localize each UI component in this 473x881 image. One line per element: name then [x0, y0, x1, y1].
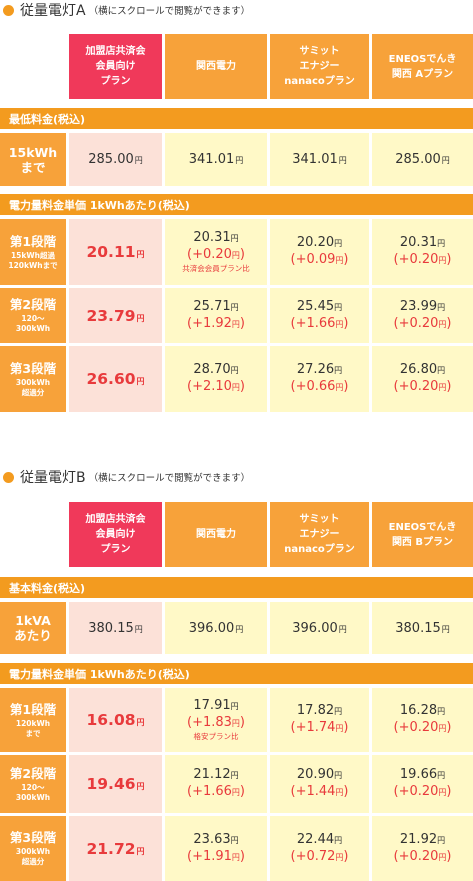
base-fee-member: 285.00円: [69, 133, 162, 186]
tier-kansai-price: 25.71円 (+1.92円): [165, 288, 267, 343]
tier-summit-price: 25.45円 (+1.66円): [270, 288, 369, 343]
tier-eneos-price: 21.92円 (+0.20円): [372, 816, 473, 881]
section-b: 従量電灯B （横にスクロールで閲覧ができます） 加盟店共済会 会員向け プラン …: [0, 467, 473, 881]
tier-row-1: 第1段階 120kWh まで 16.08円 17.91円 (+1.83円) 格安プラン…: [0, 688, 473, 752]
tier-label: 第1段階 15kWh超過 120kWhまで: [0, 219, 66, 285]
section-a: 従量電灯A （横にスクロールで閲覧ができます） 加盟店共済会 会員向け プラン …: [0, 0, 473, 420]
section-a-title: 従量電灯A （横にスクロールで閲覧ができます）: [3, 0, 250, 20]
tier-kansai-price: 23.63円 (+1.91円): [165, 816, 267, 881]
unit-price-bar: 電力量料金単価 1kWhあたり(税込): [0, 663, 473, 684]
base-fee-row: 1kVA あたり 380.15円 396.00円 396.00円 380.15円: [0, 602, 473, 654]
tier-row-1: 第1段階 15kWh超過 120kWhまで 20.11円 20.31円 (+0.20…: [0, 219, 473, 285]
tier-kansai-price: 28.70円 (+2.10円): [165, 346, 267, 412]
header-summit-energy: サミット エナジー nanacoプラン: [270, 502, 369, 567]
tier-label: 第2段階 120～ 300kWh: [0, 755, 66, 813]
tier-summit-price: 27.26円 (+0.66円): [270, 346, 369, 412]
base-fee-eneos: 285.00円: [372, 133, 473, 186]
base-fee-summit: 396.00円: [270, 602, 369, 654]
tier-eneos-price: 16.28円 (+0.20円): [372, 688, 473, 752]
tier-label: 第3段階 300kWh 超過分: [0, 816, 66, 881]
base-fee-kansai: 396.00円: [165, 602, 267, 654]
section-b-title: 従量電灯B （横にスクロールで閲覧ができます）: [3, 467, 250, 487]
tier-row-3: 第3段階 300kWh 超過分 21.72円 23.63円 (+1.91円) 22.…: [0, 816, 473, 881]
tier-summit-price: 22.44円 (+0.72円): [270, 816, 369, 881]
tier-row-2: 第2段階 120～ 300kWh 23.79円 25.71円 (+1.92円) 25…: [0, 288, 473, 343]
tier-member-price: 20.11円: [69, 219, 162, 285]
section-title: 従量電灯A: [20, 3, 86, 19]
bullet-dot-icon: [3, 4, 14, 16]
base-fee-bar: 最低料金(税込): [0, 108, 473, 129]
row-label: 1kVA あたり: [0, 602, 66, 654]
tier-row-2: 第2段階 120～ 300kWh 19.46円 21.12円 (+1.66円) 20…: [0, 755, 473, 813]
base-fee-kansai: 341.01円: [165, 133, 267, 186]
header-kansai-electric: 関西電力: [165, 34, 267, 99]
tier-eneos-price: 20.31円 (+0.20円): [372, 219, 473, 285]
row-label: 15kWh まで: [0, 133, 66, 186]
tier-summit-price: 20.90円 (+1.44円): [270, 755, 369, 813]
scroll-note: （横にスクロールで閲覧ができます）: [88, 473, 251, 484]
header-eneos: ENEOSでんき 関西 Bプラン: [372, 502, 473, 567]
base-fee-row: 15kWh まで 285.00円 341.01円 341.01円 285.00円: [0, 133, 473, 186]
tier-eneos-price: 23.99円 (+0.20円): [372, 288, 473, 343]
tier-kansai-price: 20.31円 (+0.20円) 共済会会員プラン比: [165, 219, 267, 285]
scroll-note: （横にスクロールで閲覧ができます）: [88, 6, 251, 17]
bullet-dot-icon: [3, 471, 14, 483]
section-title: 従量電灯B: [20, 470, 86, 486]
header-member-plan: 加盟店共済会 会員向け プラン: [69, 34, 162, 99]
tier-member-price: 23.79円: [69, 288, 162, 343]
tier-member-price: 19.46円: [69, 755, 162, 813]
base-fee-member: 380.15円: [69, 602, 162, 654]
tier-member-price: 26.60円: [69, 346, 162, 412]
base-fee-eneos: 380.15円: [372, 602, 473, 654]
header-member-plan: 加盟店共済会 会員向け プラン: [69, 502, 162, 567]
tier-summit-price: 17.82円 (+1.74円): [270, 688, 369, 752]
header-summit-energy: サミット エナジー nanacoプラン: [270, 34, 369, 99]
tier-kansai-price: 21.12円 (+1.66円): [165, 755, 267, 813]
base-fee-summit: 341.01円: [270, 133, 369, 186]
header-eneos: ENEOSでんき 関西 Aプラン: [372, 34, 473, 99]
tier-row-3: 第3段階 300kWh 超過分 26.60円 28.70円 (+2.10円) 27.…: [0, 346, 473, 412]
plan-header-row: 加盟店共済会 会員向け プラン 関西電力 サミット エナジー nanacoプラン…: [0, 34, 473, 99]
tier-summit-price: 20.20円 (+0.09円): [270, 219, 369, 285]
tier-label: 第3段階 300kWh 超過分: [0, 346, 66, 412]
tier-member-price: 21.72円: [69, 816, 162, 881]
tier-eneos-price: 19.66円 (+0.20円): [372, 755, 473, 813]
tier-eneos-price: 26.80円 (+0.20円): [372, 346, 473, 412]
tier-member-price: 16.08円: [69, 688, 162, 752]
unit-price-bar: 電力量料金単価 1kWhあたり(税込): [0, 194, 473, 215]
tier-label: 第2段階 120～ 300kWh: [0, 288, 66, 343]
tier-kansai-price: 17.91円 (+1.83円) 格安プラン比: [165, 688, 267, 752]
plan-header-row: 加盟店共済会 会員向け プラン 関西電力 サミット エナジー nanacoプラン…: [0, 502, 473, 567]
base-fee-bar: 基本料金(税込): [0, 577, 473, 598]
tier-label: 第1段階 120kWh まで: [0, 688, 66, 752]
header-kansai-electric: 関西電力: [165, 502, 267, 567]
